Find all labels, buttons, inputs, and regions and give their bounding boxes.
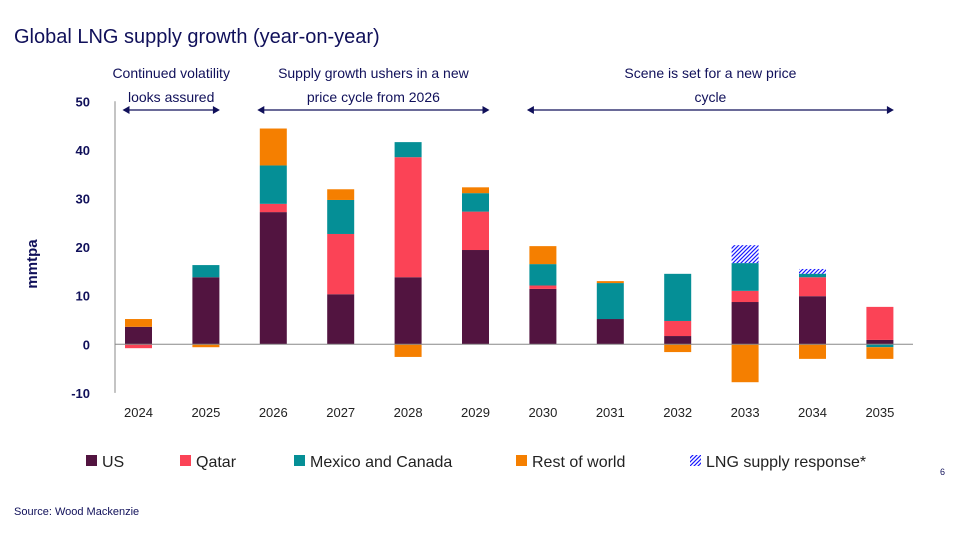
bar-qatar-2033 [731,290,759,303]
bar-us-2028 [394,277,422,345]
bar-mexico-and-canada-2032 [664,273,692,321]
bar-lng-supply-response--2034 [799,268,826,274]
bar-us-2026 [259,212,287,345]
x-tick-label: 2034 [798,405,827,420]
bar-mexico-and-canada-2033 [731,263,759,291]
bar-rest-of-world-2029 [462,187,489,194]
legend-label: Rest of world [532,454,625,471]
bar-us-2025 [192,277,220,345]
bar-rest-of-world-2033 [731,344,759,383]
legend-label: US [102,454,124,471]
bar-qatar-2027 [327,233,355,295]
y-tick-label: 40 [76,143,90,158]
x-tick-label: 2025 [191,405,220,420]
bar-mexico-and-canada-2026 [259,165,287,204]
bar-mexico-and-canada-2027 [327,199,355,234]
x-tick-label: 2033 [731,405,760,420]
bar-rest-of-world-2031 [596,281,624,284]
source-note: Source: Wood Mackenzie [14,506,140,518]
bar-mexico-and-canada-2034 [799,273,826,278]
annotation-text: Scene is set for a new price [624,65,796,81]
x-tick-label: 2024 [124,405,153,420]
annotation-text: price cycle from 2026 [307,89,440,105]
annotation-text: Continued volatility [112,65,230,81]
x-tick-label: 2028 [394,405,423,420]
bar-us-2030 [529,288,557,345]
bar-qatar-2028 [394,157,422,278]
y-tick-label: 10 [76,289,90,304]
x-tick-label: 2029 [461,405,490,420]
bar-rest-of-world-2035 [866,347,894,359]
bar-rest-of-world-2024 [125,319,152,327]
bar-qatar-2035 [866,306,894,340]
bar-qatar-2024 [125,344,152,349]
bar-rest-of-world-2034 [799,344,826,359]
annotation-text: looks assured [128,89,214,105]
x-tick-label: 2027 [326,405,355,420]
bar-qatar-2029 [462,211,489,251]
bar-rest-of-world-2025 [192,344,220,348]
legend-swatch-us [86,455,97,466]
legend-swatch-mexico-and-canada [294,455,305,466]
arrow-head-right [886,106,894,114]
bar-us-2033 [731,302,759,345]
x-tick-label: 2031 [596,405,625,420]
bar-qatar-2032 [664,320,692,337]
bar-mexico-and-canada-2028 [394,142,422,158]
arrow-head-right [482,106,490,114]
y-tick-label: 50 [76,94,90,109]
bar-rest-of-world-2027 [327,189,355,200]
x-tick-label: 2030 [528,405,557,420]
y-tick-label: 0 [83,337,90,352]
bar-us-2035 [866,339,894,345]
arrow-head-left [526,106,534,114]
arrow-head-left [122,106,130,114]
y-axis-label: mmtpa [24,239,41,289]
legend-label: Qatar [196,454,237,471]
bar-us-2027 [327,294,355,345]
bar-mexico-and-canada-2030 [529,264,557,286]
legend-swatch-qatar [180,455,191,466]
bar-us-2034 [799,296,826,345]
annotation-text: Supply growth ushers in a new [278,65,470,81]
legend-swatch-lng-supply-response- [690,455,701,466]
x-tick-label: 2026 [259,405,288,420]
legend-label: Mexico and Canada [310,454,452,471]
bar-qatar-2030 [529,285,557,289]
bar-rest-of-world-2026 [259,128,287,166]
bar-us-2032 [664,336,692,345]
bar-mexico-and-canada-2035 [866,344,894,348]
chart-title: Global LNG supply growth (year-on-year) [14,26,380,48]
bar-mexico-and-canada-2031 [596,283,624,320]
bar-us-2031 [596,319,624,345]
y-tick-label: -10 [71,386,90,401]
page-number: 6 [940,467,946,477]
bar-us-2024 [125,326,152,345]
legend-swatch-rest-of-world [516,455,527,466]
bar-mexico-and-canada-2025 [192,265,220,278]
bar-lng-supply-response--2033 [731,245,759,264]
bar-qatar-2034 [799,277,826,297]
y-tick-label: 30 [76,192,90,207]
y-tick-label: 20 [76,240,90,255]
bar-rest-of-world-2030 [529,246,557,265]
legend-label: LNG supply response* [706,454,866,471]
arrow-head-left [257,106,265,114]
annotation-text: cycle [694,89,726,105]
bar-rest-of-world-2028 [394,344,422,357]
x-tick-label: 2035 [865,405,894,420]
bar-us-2029 [462,250,489,345]
arrow-head-right [212,106,220,114]
bar-mexico-and-canada-2029 [462,193,489,212]
bar-rest-of-world-2032 [664,344,692,353]
bar-qatar-2026 [259,203,287,213]
x-tick-label: 2032 [663,405,692,420]
